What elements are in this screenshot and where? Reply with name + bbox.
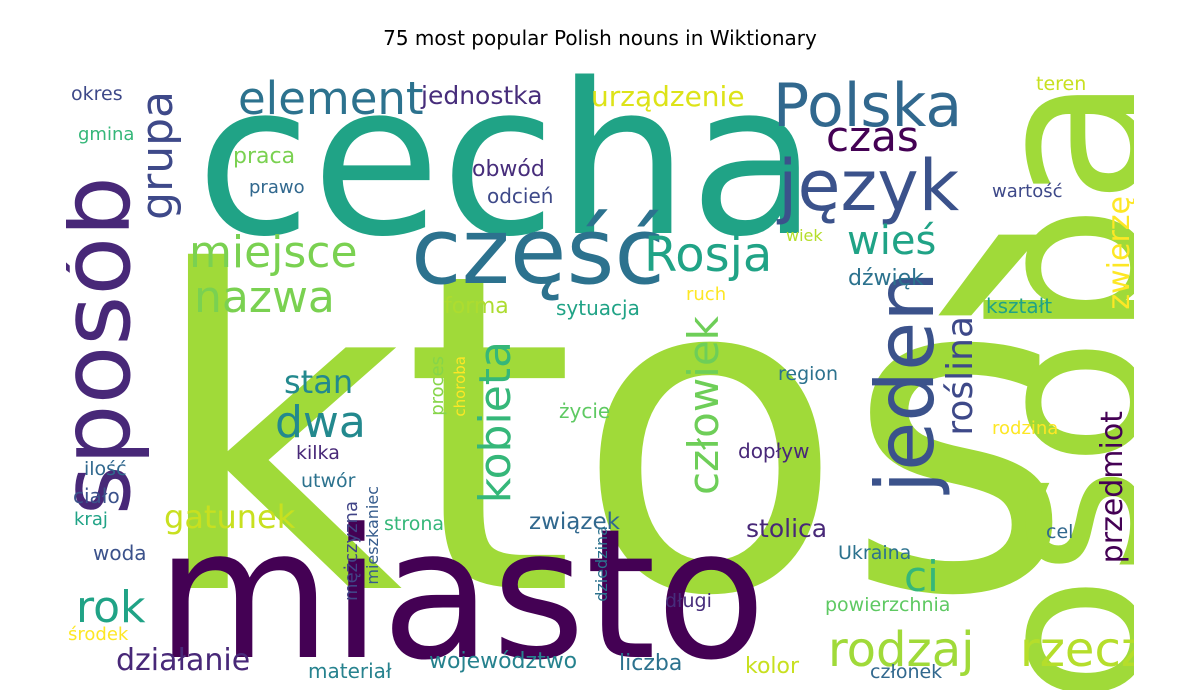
word-czlonek: członek bbox=[870, 661, 943, 683]
word-element: element bbox=[238, 72, 424, 125]
word-rosja: Rosja bbox=[644, 227, 773, 283]
word-wartosc: wartość bbox=[992, 181, 1063, 202]
word-nazwa: nazwa bbox=[194, 272, 335, 323]
word-region: region bbox=[778, 363, 839, 385]
word-powierzchnia: powierzchnia bbox=[825, 594, 951, 616]
word-grupa: grupa bbox=[132, 91, 183, 220]
word-gatunek: gatunek bbox=[164, 498, 296, 536]
word-wies: wieś bbox=[847, 218, 937, 264]
word-mezczyzna: mężczyzna bbox=[341, 501, 362, 601]
word-ilosc: ilość bbox=[84, 458, 127, 480]
word-dziedzina: dziedzina bbox=[592, 526, 611, 602]
word-wojewodztwo: województwo bbox=[429, 649, 578, 674]
word-liczba: liczba bbox=[619, 651, 683, 676]
word-miasto: miasto bbox=[156, 491, 767, 690]
word-jeden: jeden bbox=[859, 271, 952, 494]
word-teren: teren bbox=[1036, 73, 1087, 95]
word-dlugi: długi bbox=[665, 590, 712, 612]
word-woda: woda bbox=[93, 541, 147, 565]
word-zycie: życie bbox=[559, 399, 611, 423]
word-okres: okres bbox=[71, 83, 123, 105]
word-proces: proces bbox=[427, 356, 448, 416]
word-rok: rok bbox=[76, 582, 146, 633]
word-stolica: stolica bbox=[746, 514, 828, 543]
word-osoba: osoba bbox=[948, 76, 1134, 690]
word-dzialanie: działanie bbox=[116, 643, 251, 678]
word-kobieta: kobieta bbox=[470, 341, 521, 504]
word-jezyk: język bbox=[778, 145, 960, 227]
word-mieszkaniec: mieszkaniec bbox=[363, 486, 382, 585]
word-choroba: choroba bbox=[451, 356, 469, 417]
word-cialo: ciało bbox=[73, 484, 120, 508]
word-polska: Polska bbox=[773, 71, 963, 141]
word-obwod: obwód bbox=[472, 157, 545, 182]
word-ruch: ruch bbox=[686, 284, 727, 305]
word-czlowiek: człowiek bbox=[679, 316, 728, 495]
word-dwa: dwa bbox=[275, 397, 366, 448]
word-urzadzenie: urządzenie bbox=[591, 80, 745, 113]
word-ksztalt: kształt bbox=[986, 294, 1053, 318]
word-stan: stan bbox=[284, 363, 354, 401]
word-jednostka: jednostka bbox=[421, 81, 543, 110]
word-rzecz: rzecz bbox=[1020, 622, 1134, 678]
word-rodzaj: rodzaj bbox=[828, 622, 975, 678]
word-ci: ci bbox=[904, 552, 939, 601]
word-rodzina: rodzina bbox=[992, 418, 1059, 439]
word-kraj: kraj bbox=[74, 509, 108, 530]
word-roslina: roślina bbox=[940, 316, 981, 436]
word-utwor: utwór bbox=[301, 470, 356, 492]
word-wiek: wiek bbox=[786, 226, 823, 245]
chart-title: 75 most popular Polish nouns in Wiktiona… bbox=[383, 26, 817, 50]
word-srodek: środek bbox=[68, 624, 129, 645]
word-czas: czas bbox=[826, 112, 919, 161]
word-kolor: kolor bbox=[745, 654, 800, 679]
word-material: materiał bbox=[308, 659, 392, 683]
word-miejsce: miejsce bbox=[189, 227, 358, 278]
word-strona: strona bbox=[384, 513, 445, 535]
word-sytuacja: sytuacja bbox=[556, 296, 640, 320]
word-cel: cel bbox=[1046, 521, 1074, 543]
word-praca: praca bbox=[233, 144, 296, 169]
word-doplyw: dopływ bbox=[738, 439, 810, 463]
word-cloud: ktoś cecha miasto osoba sposób część jeden języ… bbox=[66, 66, 1134, 690]
word-cecha: cecha bbox=[196, 66, 818, 283]
word-odcien: odcień bbox=[487, 184, 554, 208]
word-ktos: ktoś bbox=[148, 180, 1074, 690]
word-kilka: kilka bbox=[296, 442, 340, 464]
word-gmina: gmina bbox=[78, 124, 135, 145]
word-dzwiek: dźwięk bbox=[848, 266, 924, 291]
word-ukraina: Ukraina bbox=[838, 542, 912, 564]
word-przedmiot: przedmiot bbox=[1095, 411, 1130, 564]
word-czesc: część bbox=[411, 198, 665, 305]
word-zwiazek: związek bbox=[529, 509, 620, 535]
word-forma: forma bbox=[444, 294, 509, 319]
word-prawo: prawo bbox=[249, 177, 305, 198]
word-zwierze: zwierzę bbox=[1102, 196, 1134, 310]
